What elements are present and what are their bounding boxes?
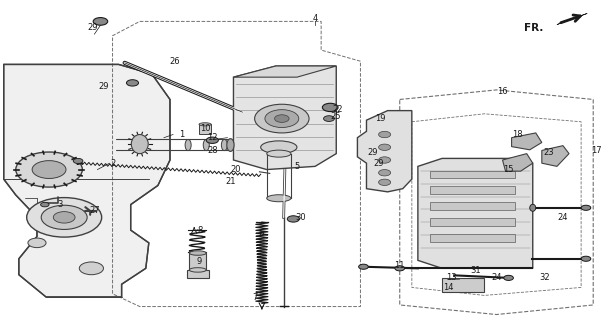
Text: 26: 26: [170, 57, 180, 66]
Circle shape: [581, 205, 591, 210]
Bar: [199, 124, 211, 134]
Text: 29: 29: [368, 148, 378, 157]
Text: 27: 27: [89, 206, 100, 215]
Text: 29: 29: [373, 159, 384, 168]
Text: 9: 9: [196, 258, 202, 267]
Ellipse shape: [261, 141, 297, 154]
Ellipse shape: [189, 268, 206, 272]
Circle shape: [53, 212, 75, 223]
Circle shape: [504, 275, 513, 280]
Ellipse shape: [203, 140, 209, 151]
Bar: [430, 218, 514, 226]
Text: 20: 20: [230, 165, 241, 174]
Ellipse shape: [132, 134, 148, 154]
Circle shape: [275, 115, 289, 123]
Text: 11: 11: [395, 261, 405, 270]
Bar: [430, 234, 514, 242]
Circle shape: [41, 202, 49, 207]
Text: 24: 24: [558, 213, 568, 222]
Text: 19: 19: [375, 114, 385, 123]
Text: 16: 16: [497, 87, 508, 96]
Circle shape: [79, 262, 104, 275]
Ellipse shape: [530, 204, 536, 211]
Polygon shape: [502, 154, 533, 171]
Circle shape: [28, 238, 46, 248]
Circle shape: [41, 205, 87, 229]
Text: 2: 2: [110, 159, 115, 168]
Text: 17: 17: [591, 146, 602, 155]
Text: 21: 21: [225, 177, 236, 186]
Text: 12: 12: [207, 132, 218, 141]
Circle shape: [255, 104, 309, 133]
Polygon shape: [358, 111, 412, 192]
Polygon shape: [542, 146, 569, 166]
Bar: [430, 187, 514, 194]
Circle shape: [324, 116, 335, 122]
Circle shape: [265, 110, 299, 127]
Circle shape: [16, 152, 82, 187]
Polygon shape: [511, 133, 542, 150]
Text: 15: 15: [504, 165, 514, 174]
Circle shape: [287, 216, 299, 222]
Text: FR.: FR.: [524, 23, 544, 33]
Text: 4: 4: [313, 14, 318, 23]
Polygon shape: [442, 278, 484, 292]
Polygon shape: [4, 64, 170, 297]
Text: 7: 7: [252, 292, 258, 301]
Circle shape: [379, 157, 391, 163]
Polygon shape: [233, 66, 336, 77]
Text: 29: 29: [98, 82, 108, 91]
Circle shape: [127, 80, 139, 86]
Text: 31: 31: [470, 266, 481, 276]
Bar: [430, 171, 514, 178]
Text: 13: 13: [446, 273, 456, 282]
Circle shape: [32, 161, 66, 179]
Circle shape: [581, 256, 591, 261]
Text: 6: 6: [258, 229, 264, 238]
Text: 23: 23: [544, 148, 554, 157]
Circle shape: [27, 197, 102, 237]
Text: 3: 3: [57, 200, 62, 209]
Circle shape: [206, 137, 218, 143]
Circle shape: [73, 158, 83, 164]
Bar: [430, 202, 514, 210]
Ellipse shape: [189, 251, 206, 255]
Text: 28: 28: [207, 146, 218, 155]
Ellipse shape: [185, 140, 191, 151]
Circle shape: [359, 264, 368, 269]
Text: 5: 5: [295, 162, 299, 171]
Polygon shape: [557, 13, 587, 25]
Text: 32: 32: [539, 273, 550, 282]
Circle shape: [379, 170, 391, 176]
Polygon shape: [233, 66, 336, 170]
Text: 14: 14: [443, 283, 453, 292]
Circle shape: [93, 18, 108, 25]
Ellipse shape: [221, 140, 227, 151]
Text: 29: 29: [87, 23, 98, 32]
Text: 18: 18: [512, 130, 523, 139]
Ellipse shape: [267, 150, 291, 157]
Text: 1: 1: [179, 130, 185, 139]
Circle shape: [395, 266, 405, 271]
Ellipse shape: [267, 195, 291, 202]
Text: 25: 25: [330, 113, 341, 122]
Polygon shape: [418, 158, 533, 268]
Text: 24: 24: [491, 273, 502, 282]
Circle shape: [322, 103, 338, 112]
Ellipse shape: [227, 139, 234, 151]
Polygon shape: [187, 270, 208, 278]
Text: 30: 30: [295, 213, 306, 222]
Ellipse shape: [199, 123, 211, 126]
Text: 22: 22: [333, 105, 344, 114]
Circle shape: [379, 144, 391, 150]
Circle shape: [379, 179, 391, 186]
Text: 10: 10: [200, 124, 210, 132]
Polygon shape: [189, 253, 206, 270]
Text: 8: 8: [198, 226, 203, 235]
Circle shape: [379, 131, 391, 138]
